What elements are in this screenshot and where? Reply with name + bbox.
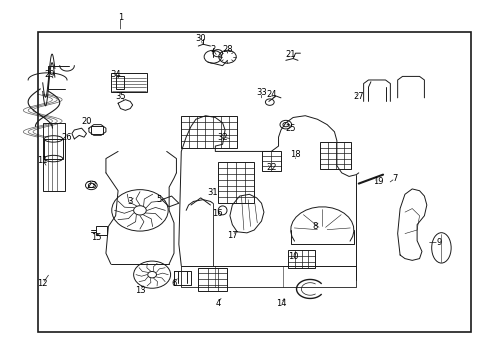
Text: 5: 5 [157,195,162,204]
Text: 24: 24 [265,90,276,99]
Text: 35: 35 [115,91,125,100]
Text: 19: 19 [372,177,383,186]
Text: 2: 2 [210,45,215,54]
Text: 10: 10 [287,252,298,261]
Text: 16: 16 [212,210,223,219]
Bar [261,152,281,171]
Text: 13: 13 [134,286,145,295]
Text: 18: 18 [290,150,300,159]
Text: 23: 23 [86,181,97,190]
Text: 7: 7 [392,174,397,183]
Bar [111,73,147,93]
Bar [198,267,227,291]
Text: 6: 6 [171,279,176,288]
Text: 27: 27 [353,91,364,100]
Text: 12: 12 [38,279,48,288]
Text: 32: 32 [217,132,227,141]
Bar [319,143,351,169]
Text: 20: 20 [81,117,92,126]
Text: 33: 33 [256,88,266,97]
Text: 26: 26 [61,132,72,141]
Bar [116,76,124,89]
Text: 31: 31 [207,188,218,197]
Bar [287,249,314,267]
Text: 3: 3 [127,197,133,206]
Text: 22: 22 [265,163,276,172]
Bar [181,116,237,148]
Bar [217,162,254,203]
Bar [38,32,469,332]
Bar [42,123,64,191]
Bar [91,126,103,134]
Bar [96,226,107,235]
Text: 9: 9 [435,238,441,247]
Text: 28: 28 [222,45,232,54]
Text: 15: 15 [91,233,101,242]
Text: 8: 8 [312,222,317,231]
Bar [44,139,62,158]
Text: 1: 1 [118,13,123,22]
Text: 11: 11 [38,156,48,165]
Text: 14: 14 [275,299,285,308]
Text: 4: 4 [215,299,220,308]
Text: 34: 34 [110,70,121,79]
Text: 29: 29 [45,70,55,79]
Text: 25: 25 [285,124,295,133]
Text: 30: 30 [195,35,205,44]
Text: 21: 21 [285,50,295,59]
Text: 17: 17 [226,231,237,240]
